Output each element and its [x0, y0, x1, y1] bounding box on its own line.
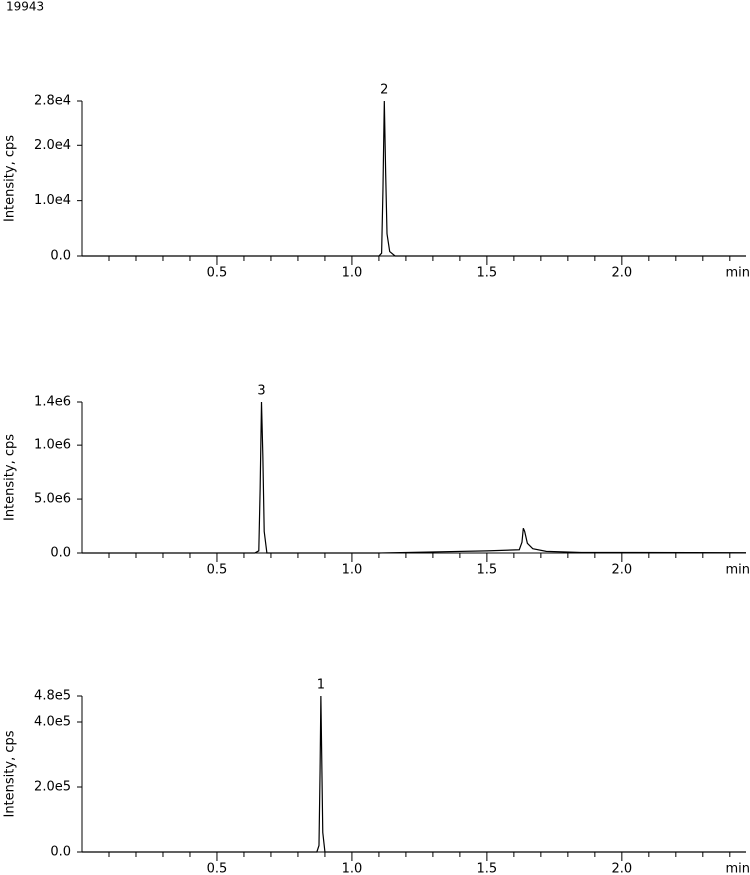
y-axis-label: Intensity, cps	[3, 135, 18, 222]
x-tick-label: 2.0	[611, 862, 632, 875]
y-axis-label: Intensity, cps	[3, 434, 18, 521]
y-tick-label: 4.0e5	[34, 715, 71, 730]
x-axis-label: min	[725, 266, 750, 281]
y-tick-label: 5.0e6	[34, 492, 71, 507]
peak-label: 1	[317, 678, 325, 693]
x-tick-label: 1.0	[342, 862, 363, 875]
y-tick-label: 4.8e5	[34, 689, 71, 704]
x-tick-label: 1.5	[477, 266, 498, 281]
y-tick-label: 2.0e4	[34, 138, 71, 153]
y-tick-label: 2.0e5	[34, 780, 71, 795]
x-tick-label: 2.0	[611, 563, 632, 578]
x-tick-label: 0.5	[207, 563, 228, 578]
x-tick-label: 0.5	[207, 862, 228, 875]
trace	[82, 695, 746, 853]
x-tick-label: 1.0	[342, 266, 363, 281]
x-axis-label: min	[725, 563, 750, 578]
x-tick-label: 2.0	[611, 266, 632, 281]
y-axis-label: Intensity, cps	[3, 730, 18, 817]
trace	[82, 401, 747, 554]
y-tick-label: 2.8e4	[34, 94, 71, 109]
y-tick-label: 1.0e4	[34, 193, 71, 208]
y-tick-label: 1.0e6	[34, 438, 71, 453]
y-tick-label: 0.0	[50, 845, 71, 860]
y-tick-label: 1.4e6	[34, 395, 71, 410]
y-tick-label: 0.0	[50, 249, 71, 264]
trace	[82, 100, 746, 257]
x-tick-label: 1.5	[477, 862, 498, 875]
peak-label: 2	[380, 83, 388, 98]
peak-label: 3	[257, 384, 265, 399]
x-tick-label: 1.5	[477, 563, 498, 578]
x-tick-label: 1.0	[342, 563, 363, 578]
sample-id: 19943	[6, 0, 44, 14]
x-axis-label: min	[725, 862, 750, 875]
x-tick-label: 0.5	[207, 266, 228, 281]
y-tick-label: 0.0	[50, 546, 71, 561]
